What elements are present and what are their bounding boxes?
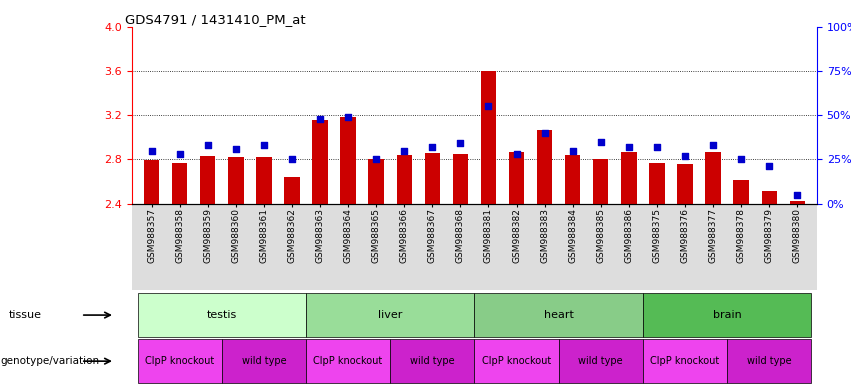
Point bbox=[791, 192, 804, 198]
Text: tissue: tissue bbox=[9, 310, 42, 320]
Point bbox=[762, 163, 776, 169]
Bar bbox=[565, 155, 580, 204]
Point bbox=[678, 153, 692, 159]
Bar bbox=[256, 157, 271, 204]
Bar bbox=[340, 118, 356, 204]
Point bbox=[285, 156, 299, 162]
Text: wild type: wild type bbox=[410, 356, 454, 366]
Bar bbox=[481, 71, 496, 204]
Text: heart: heart bbox=[544, 310, 574, 320]
Bar bbox=[144, 161, 159, 204]
Bar bbox=[200, 156, 215, 204]
Point bbox=[510, 151, 523, 157]
Bar bbox=[368, 159, 384, 204]
Text: genotype/variation: genotype/variation bbox=[1, 356, 100, 366]
Bar bbox=[312, 120, 328, 204]
Point bbox=[454, 141, 467, 147]
Bar bbox=[228, 157, 243, 204]
Point bbox=[482, 103, 495, 109]
Point bbox=[173, 151, 186, 157]
Point bbox=[201, 142, 214, 148]
Bar bbox=[677, 164, 693, 204]
Point bbox=[622, 144, 636, 150]
Text: ClpP knockout: ClpP knockout bbox=[313, 356, 383, 366]
Text: ClpP knockout: ClpP knockout bbox=[482, 356, 551, 366]
Text: wild type: wild type bbox=[747, 356, 791, 366]
Bar bbox=[509, 152, 524, 204]
Text: testis: testis bbox=[207, 310, 237, 320]
Text: liver: liver bbox=[378, 310, 403, 320]
Text: wild type: wild type bbox=[579, 356, 623, 366]
Point bbox=[313, 116, 327, 122]
Point bbox=[650, 144, 664, 150]
Point bbox=[229, 146, 243, 152]
Point bbox=[594, 139, 608, 145]
Bar bbox=[762, 191, 777, 204]
Point bbox=[397, 147, 411, 154]
Bar bbox=[284, 177, 300, 204]
Bar bbox=[397, 155, 412, 204]
Bar bbox=[593, 159, 608, 204]
Bar bbox=[453, 154, 468, 204]
Point bbox=[566, 147, 580, 154]
Text: GDS4791 / 1431410_PM_at: GDS4791 / 1431410_PM_at bbox=[125, 13, 306, 26]
Text: ClpP knockout: ClpP knockout bbox=[145, 356, 214, 366]
Point bbox=[369, 156, 383, 162]
Text: brain: brain bbox=[713, 310, 741, 320]
Bar bbox=[172, 163, 187, 204]
Bar bbox=[790, 201, 805, 204]
Point bbox=[538, 130, 551, 136]
Point bbox=[257, 142, 271, 148]
Text: ClpP knockout: ClpP knockout bbox=[650, 356, 720, 366]
Bar bbox=[734, 180, 749, 204]
Bar bbox=[621, 152, 637, 204]
Bar bbox=[425, 153, 440, 204]
Point bbox=[426, 144, 439, 150]
Point bbox=[145, 147, 158, 154]
Point bbox=[706, 142, 720, 148]
Bar bbox=[649, 163, 665, 204]
Bar bbox=[705, 152, 721, 204]
Bar bbox=[537, 129, 552, 204]
Point bbox=[734, 156, 748, 162]
Point bbox=[341, 114, 355, 120]
Text: wild type: wild type bbox=[242, 356, 286, 366]
